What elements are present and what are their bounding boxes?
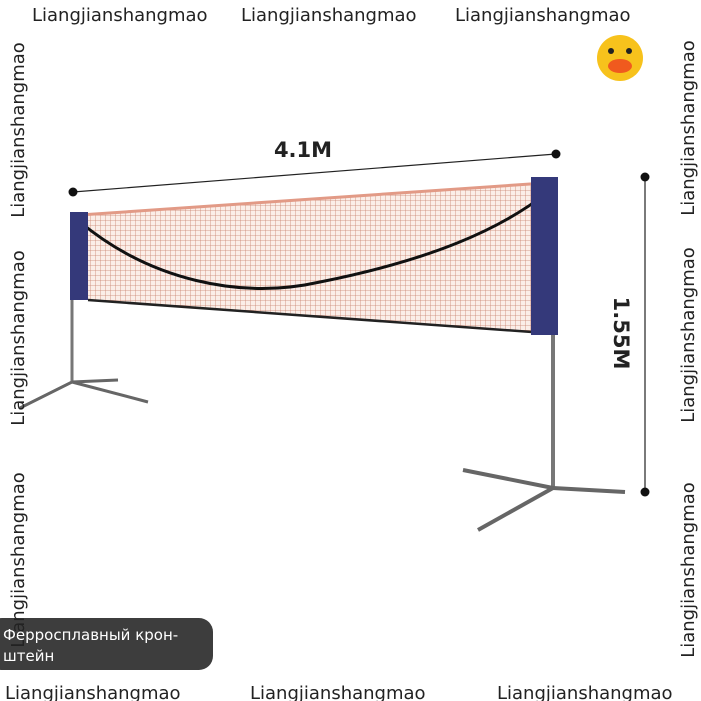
width-label: 4.1M [274,138,332,162]
watermark: Liangjianshangmao [5,683,181,701]
right-banner [531,177,558,335]
net-mesh [88,184,532,332]
watermark: Liangjianshangmao [250,683,426,701]
watermark: Liangjianshangmao [678,482,699,658]
duck-icon [597,35,643,81]
sag-rope [79,190,549,290]
watermark: Liangjianshangmao [497,683,673,701]
height-label: 1.55M [609,297,633,370]
watermark: Liangjianshangmao [8,472,29,648]
watermark: Liangjianshangmao [8,250,29,426]
watermark: Liangjianshangmao [8,42,29,218]
caption-box [0,618,213,670]
watermark: Liangjianshangmao [678,40,699,216]
left-banner [70,212,88,300]
watermark: Liangjianshangmao [241,5,417,26]
net-top-tape [79,181,546,217]
watermark: Liangjianshangmao [678,247,699,423]
width-dimension [68,149,561,197]
caption-line: Ферросплавный крон- [3,626,178,644]
height-dimension [640,172,650,497]
watermark: Liangjianshangmao [32,5,208,26]
caption-line: штейн [3,647,54,665]
net-bottom-cord [87,298,533,334]
watermark: Liangjianshangmao [455,5,631,26]
left-stand [19,378,149,410]
right-stand [462,468,626,532]
